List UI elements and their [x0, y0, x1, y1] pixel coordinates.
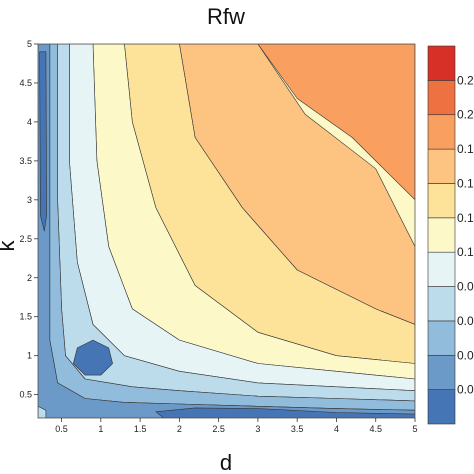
y-tick-label: 1.5	[19, 312, 32, 322]
contour-region-8	[38, 44, 415, 418]
colorbar-swatch	[427, 251, 456, 287]
y-tick-label: 3.5	[19, 156, 32, 166]
x-axis-label: d	[220, 450, 232, 474]
x-tick-label: 2.5	[212, 424, 225, 434]
plot-frame	[37, 43, 416, 419]
y-tick-label: 0.5	[19, 390, 32, 400]
x-tick-label: 0.5	[55, 424, 68, 434]
y-tick-label: 4	[27, 117, 32, 127]
colorbar-tick-label: 0.1	[457, 211, 474, 225]
y-tick-label: 3	[27, 195, 32, 205]
x-tick-label: 1.5	[134, 424, 147, 434]
colorbar-tick-label: 0.1	[457, 245, 474, 259]
contour-region-12	[38, 405, 47, 418]
contour-region-1	[257, 44, 415, 201]
x-axis-ticks: 0.5 1 1.5 2 2.5 3 3.5 4 4.5 5	[55, 418, 418, 434]
x-tick-label: 3	[255, 424, 260, 434]
colorbar-tick-label: 0.2	[457, 108, 474, 122]
y-tick-label: 2	[27, 273, 32, 283]
x-tick-label: 1	[98, 424, 103, 434]
x-tick-label: 5	[412, 424, 417, 434]
x-tick-label: 4	[334, 424, 339, 434]
chart-title: Rfw	[207, 4, 245, 29]
colorbar-swatch	[427, 80, 456, 116]
colorbar-tick-label: 0.2	[457, 73, 474, 87]
colorbar-swatch	[427, 389, 456, 425]
contour-region-9	[73, 339, 113, 376]
contour-region-11	[39, 51, 47, 232]
colorbar-tick-label: 0.1	[457, 142, 474, 156]
colorbar-swatch	[427, 217, 456, 253]
y-tick-label: 2.5	[19, 234, 32, 244]
y-axis-label: k	[0, 240, 19, 252]
x-tick-label: 2	[177, 424, 182, 434]
colorbar-tick-label: 0.0	[457, 314, 474, 328]
plot-area	[37, 43, 416, 419]
colorbar: 0.0 0.0 0.0 0.0 0.1 0.1 0.1 0.1 0.2 0.2	[427, 45, 474, 425]
colorbar-tick-label: 0.1	[457, 176, 474, 190]
contour-region-10	[155, 407, 415, 418]
y-axis-ticks: 0.5 1 1.5 2 2.5 3 3.5 4 4.5 5	[19, 39, 38, 400]
y-tick-label: 5	[27, 39, 32, 49]
x-tick-label: 3.5	[291, 424, 304, 434]
y-tick-label: 4.5	[19, 78, 32, 88]
colorbar-swatch	[427, 45, 456, 81]
colorbar-tick-label: 0.0	[457, 383, 474, 397]
colorbar-swatch	[427, 183, 456, 219]
y-tick-label: 1	[27, 351, 32, 361]
colorbar-swatch	[427, 148, 456, 184]
colorbar-swatch	[427, 320, 456, 356]
colorbar-swatch	[427, 354, 456, 390]
x-tick-label: 4.5	[369, 424, 382, 434]
colorbar-swatch	[427, 114, 456, 150]
colorbar-tick-label: 0.0	[457, 348, 474, 362]
colorbar-tick-label: 0.0	[457, 280, 474, 294]
colorbar-swatch	[427, 286, 456, 322]
